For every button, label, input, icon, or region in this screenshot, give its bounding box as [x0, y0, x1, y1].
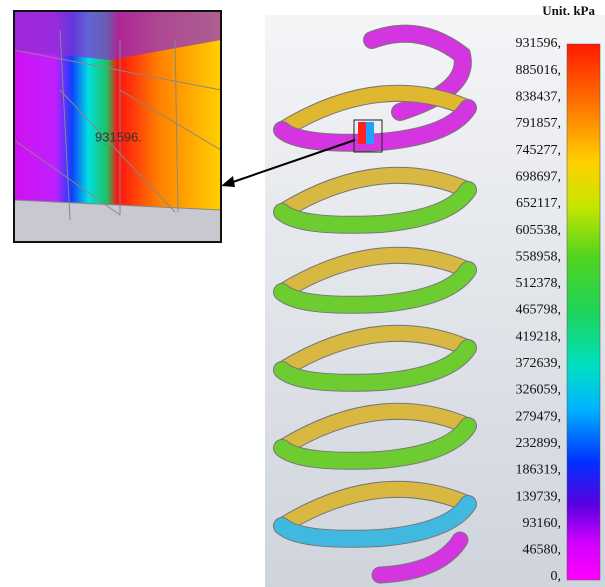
legend-label: 465798, [516, 303, 562, 318]
legend-unit: Unit. kPa [542, 3, 595, 18]
legend-label: 931596, [516, 36, 562, 51]
legend-label: 885016, [516, 63, 562, 78]
legend-label: 698697, [516, 169, 562, 184]
legend-label: 326059, [516, 383, 562, 398]
hotspot [366, 122, 374, 144]
result-view: 931596. Unit. kPa 931596, 885016, 838437, 7… [0, 0, 605, 587]
legend-label: 791857, [516, 116, 562, 131]
arrow-head [221, 176, 235, 187]
legend-label: 372639, [516, 356, 562, 371]
legend-label: 652117, [516, 196, 561, 211]
color-bar [567, 44, 600, 580]
legend-label: 186319, [516, 463, 562, 478]
legend-label: 512378, [516, 276, 562, 291]
legend-label: 139739, [516, 489, 562, 504]
legend-label: 0, [551, 569, 562, 584]
legend-label: 558958, [516, 249, 562, 264]
legend: 931596, 885016, 838437, 791857, 745277, 69869… [516, 36, 562, 584]
legend-label: 232899, [516, 436, 562, 451]
legend-label: 838437, [516, 90, 562, 105]
zoom-label: 931596. [95, 129, 142, 144]
legend-label: 46580, [523, 543, 562, 558]
legend-label: 419218, [516, 329, 562, 344]
legend-label: 605538, [516, 223, 562, 238]
legend-label: 93160, [523, 516, 562, 531]
legend-label: 745277, [516, 143, 562, 158]
legend-label: 279479, [516, 409, 562, 424]
zoom-panel: 931596. [14, 11, 221, 242]
hotspot [358, 122, 366, 144]
